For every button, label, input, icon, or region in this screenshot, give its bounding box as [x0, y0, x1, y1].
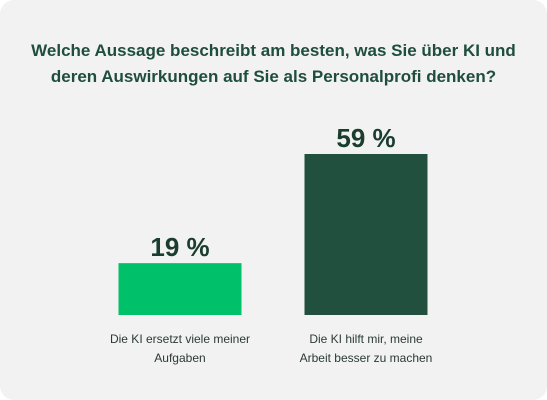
bar-ersetzt — [118, 263, 242, 315]
value-label-ersetzt: 19 % — [150, 232, 209, 262]
category-label-ersetzt-line-1: Die KI ersetzt viele meiner — [109, 332, 251, 346]
category-label-ersetzt: Die KI ersetzt viele meiner Aufgaben — [80, 330, 280, 368]
value-label-hilft: 59 % — [336, 123, 395, 153]
bar-hilft — [304, 154, 428, 315]
category-label-hilft: Die KI hilft mir, meine Arbeit besser zu… — [266, 330, 466, 368]
chart-title-line-2: deren Auswirkungen auf Sie als Personalp… — [50, 67, 497, 86]
chart-title: Welche Aussage beschreibt am besten, was… — [0, 38, 547, 90]
category-label-ersetzt-line-2: Aufgaben — [154, 351, 206, 365]
category-label-hilft-line-2: Arbeit besser zu machen — [299, 351, 433, 365]
chart-title-line-1: Welche Aussage beschreibt am besten, was… — [31, 41, 516, 60]
category-label-hilft-line-1: Die KI hilft mir, meine — [309, 332, 423, 346]
